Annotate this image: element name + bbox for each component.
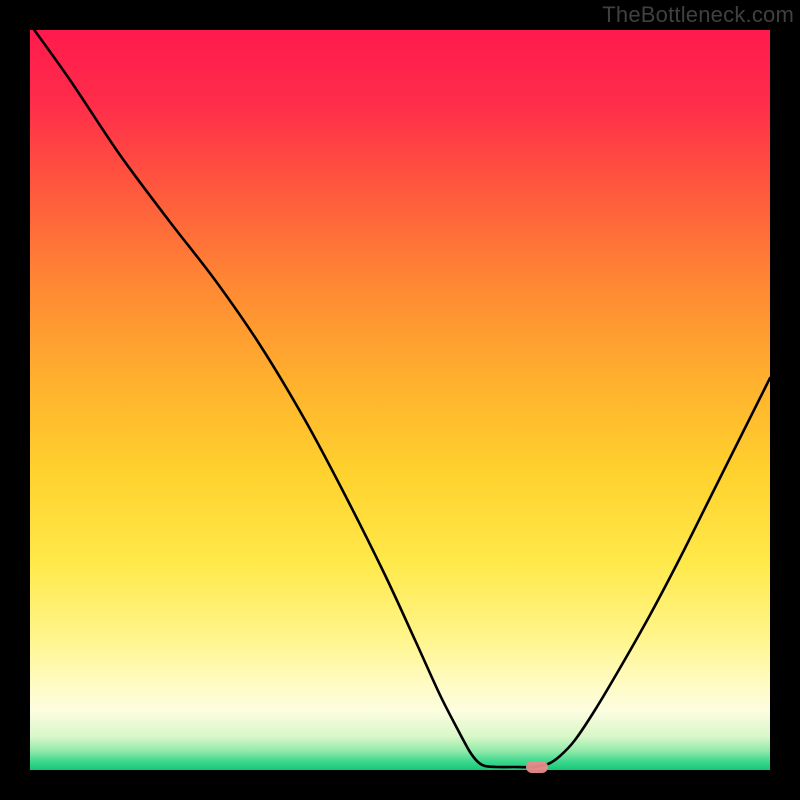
bottleneck-chart <box>0 0 800 800</box>
optimum-marker <box>526 761 548 773</box>
watermark-text: TheBottleneck.com <box>602 2 794 28</box>
plot-background <box>30 30 770 770</box>
